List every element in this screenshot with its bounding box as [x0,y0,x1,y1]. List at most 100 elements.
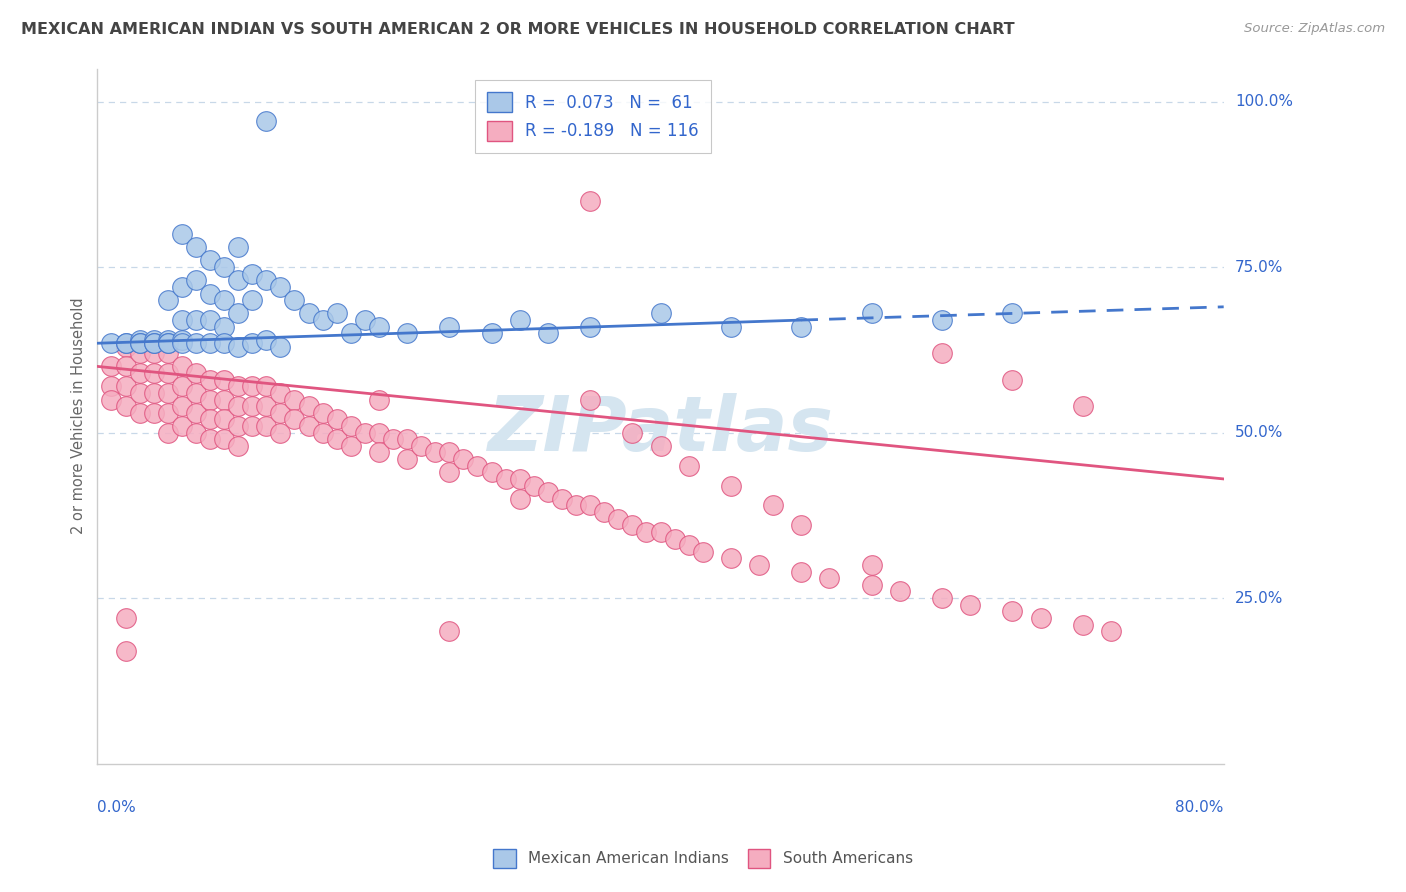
Point [720,551,742,566]
Point [748,558,770,572]
Point [509,313,531,327]
Point [156,333,179,347]
Point [212,260,235,274]
Point [959,598,981,612]
Point [790,319,813,334]
Text: MEXICAN AMERICAN INDIAN VS SOUTH AMERICAN 2 OR MORE VEHICLES IN HOUSEHOLD CORREL: MEXICAN AMERICAN INDIAN VS SOUTH AMERICA… [21,22,1015,37]
Point [156,346,179,360]
Point [184,336,207,351]
Point [495,472,517,486]
Point [931,591,953,606]
Point [170,336,193,351]
Point [621,518,644,533]
Point [212,412,235,426]
Point [100,336,122,351]
Point [170,419,193,434]
Point [226,419,249,434]
Point [100,392,122,407]
Point [664,532,686,546]
Point [128,333,150,347]
Point [650,524,672,539]
Point [621,425,644,440]
Point [311,425,333,440]
Point [353,313,375,327]
Point [226,340,249,354]
Point [551,491,574,506]
Point [396,432,419,446]
Point [184,273,207,287]
Point [100,359,122,374]
Point [114,611,136,625]
Point [184,385,207,400]
Point [650,306,672,320]
Text: 0.0%: 0.0% [97,800,136,815]
Point [254,273,277,287]
Point [537,485,560,500]
Point [198,336,221,351]
Legend: R =  0.073   N =  61, R = -0.189   N = 116: R = 0.073 N = 61, R = -0.189 N = 116 [475,80,710,153]
Point [931,313,953,327]
Point [226,439,249,453]
Point [170,313,193,327]
Point [170,227,193,241]
Point [636,524,658,539]
Point [198,286,221,301]
Point [818,571,841,585]
Point [212,293,235,308]
Point [678,538,700,552]
Point [593,505,616,519]
Point [396,326,419,341]
Point [650,439,672,453]
Point [142,406,165,420]
Point [311,313,333,327]
Text: ZIPatlas: ZIPatlas [488,393,834,467]
Point [579,392,602,407]
Point [198,432,221,446]
Point [240,379,263,393]
Point [411,439,433,453]
Point [368,425,391,440]
Point [114,340,136,354]
Point [1099,624,1122,639]
Point [860,306,883,320]
Point [439,624,461,639]
Point [269,280,291,294]
Point [579,499,602,513]
Point [128,336,150,351]
Point [156,336,179,351]
Point [254,114,277,128]
Point [114,644,136,658]
Point [325,432,347,446]
Point [212,373,235,387]
Point [170,359,193,374]
Point [325,306,347,320]
Point [184,313,207,327]
Point [523,478,546,492]
Point [860,558,883,572]
Point [128,336,150,351]
Point [142,385,165,400]
Point [114,359,136,374]
Point [368,319,391,334]
Point [509,472,531,486]
Point [481,326,503,341]
Point [114,336,136,351]
Point [339,326,361,341]
Point [509,491,531,506]
Point [269,425,291,440]
Text: 75.0%: 75.0% [1234,260,1284,275]
Point [1001,306,1024,320]
Point [198,412,221,426]
Point [368,392,391,407]
Point [240,419,263,434]
Point [156,336,179,351]
Point [762,499,785,513]
Point [226,306,249,320]
Point [254,333,277,347]
Point [579,194,602,208]
Point [481,466,503,480]
Point [184,240,207,254]
Point [1001,604,1024,618]
Point [368,445,391,459]
Point [269,340,291,354]
